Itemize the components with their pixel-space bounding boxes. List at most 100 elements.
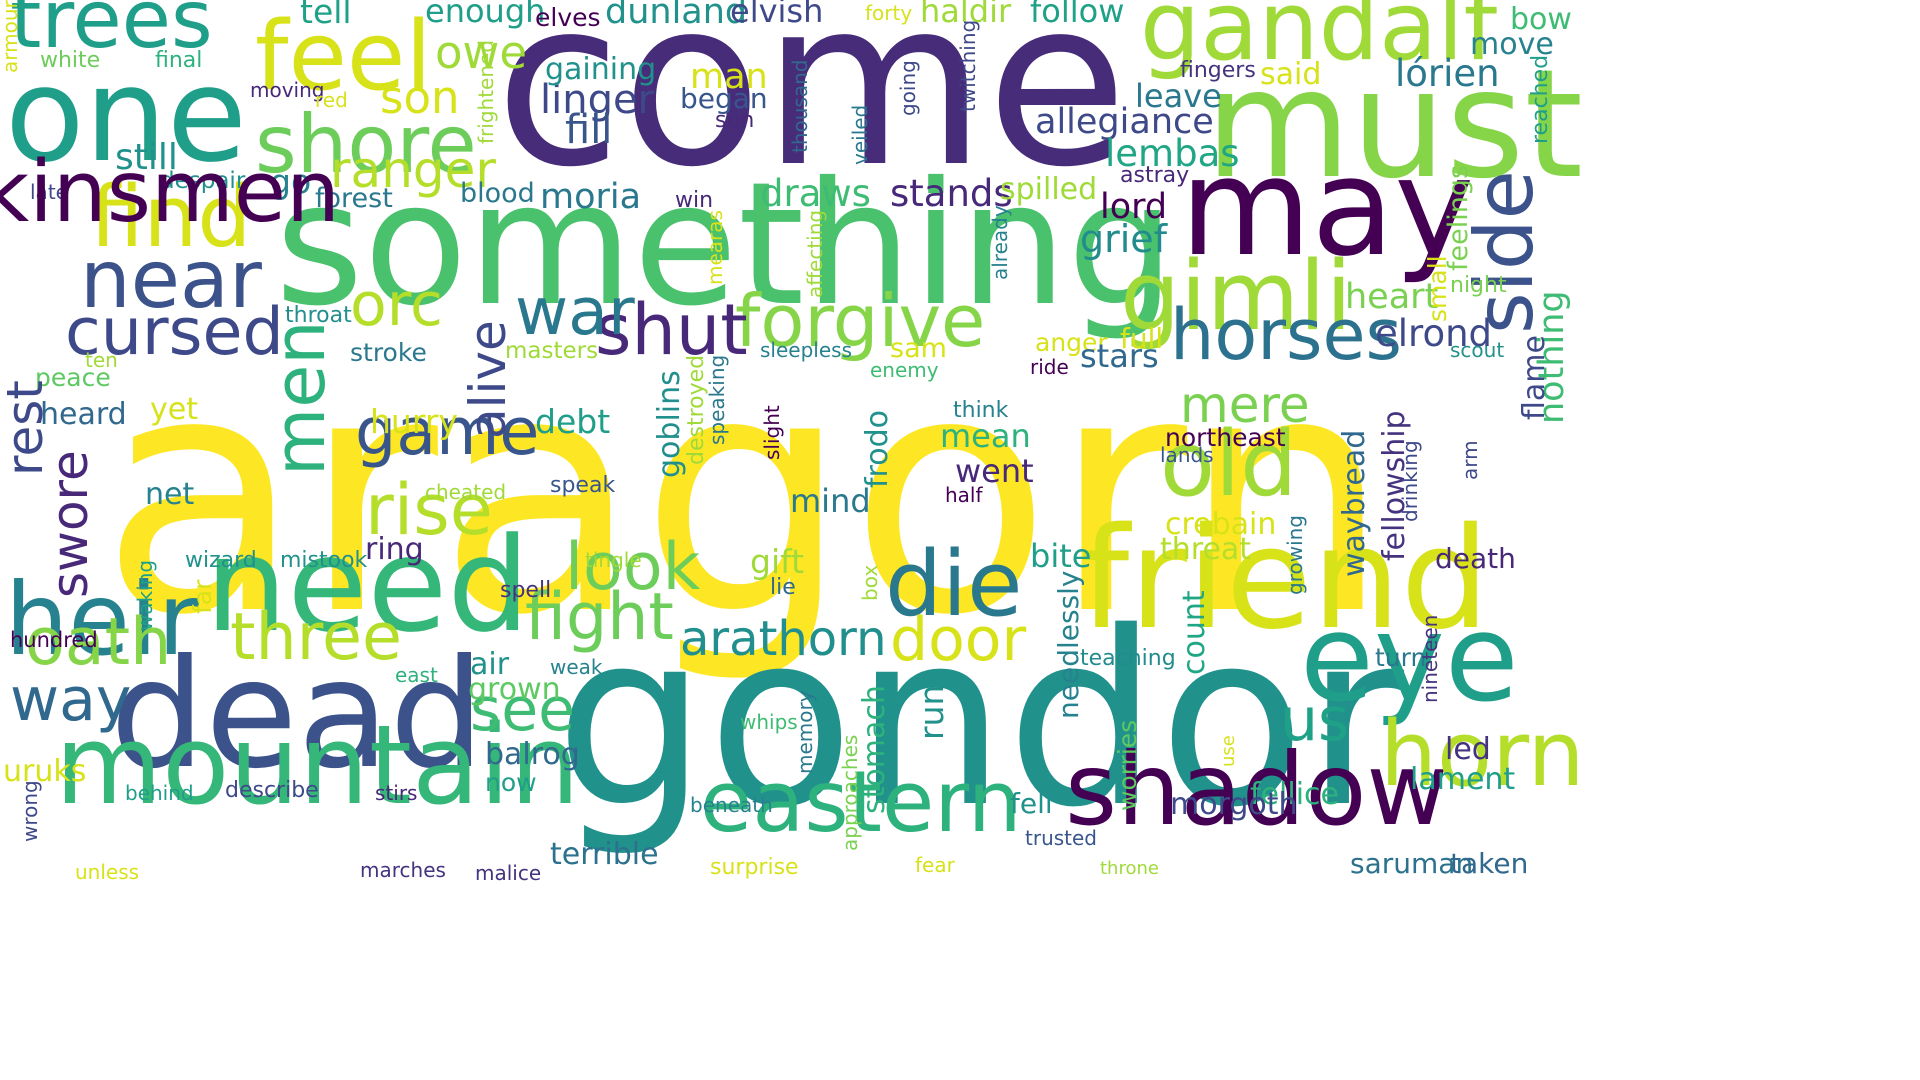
word-enough: enough <box>425 0 546 30</box>
word-ring: ring <box>365 532 424 567</box>
word-taken: taken <box>1450 847 1529 880</box>
word-use: use <box>1218 735 1239 767</box>
word-net: net <box>145 477 195 512</box>
word-linger: linger <box>540 77 655 123</box>
word-still: still <box>115 137 178 178</box>
word-waybread: waybread <box>1337 430 1372 578</box>
word-red: red <box>315 88 348 112</box>
word-shadow: shadow <box>1065 731 1449 848</box>
word-old: old <box>1160 412 1298 517</box>
word-draws: draws <box>760 172 871 215</box>
word-now: now <box>485 768 537 797</box>
word-crebain: crebain <box>1165 507 1277 542</box>
word-men: men <box>259 320 341 476</box>
word-grown: grown <box>468 672 561 707</box>
word-dead: dead <box>110 628 485 802</box>
word-enemy: enemy <box>870 358 939 382</box>
word-tell: tell <box>300 0 352 31</box>
word-fellice: fellice <box>1250 777 1339 812</box>
word-behind: behind <box>125 781 194 805</box>
word-speaking: speaking <box>705 355 729 446</box>
word-owe: owe <box>435 26 528 79</box>
word-northeast: northeast <box>1165 423 1286 452</box>
word-memory: memory <box>793 690 817 774</box>
word-anger: anger <box>1035 328 1108 357</box>
word-spell: spell <box>500 578 552 603</box>
word-die: die <box>885 532 1023 637</box>
word-fight: fight <box>525 580 674 655</box>
word-threat: threat <box>1160 532 1252 567</box>
word-haldir: haldir <box>920 0 1012 30</box>
word-heir: heir <box>5 561 199 678</box>
word-stomach: stomach <box>857 685 892 814</box>
word-uruks: uruks <box>3 754 87 789</box>
word-wrong: wrong <box>18 780 42 842</box>
word-flame: flame <box>1517 335 1552 420</box>
word-move: move <box>1470 27 1554 62</box>
word-lament: lament <box>1410 762 1516 797</box>
word-fingers: fingers <box>1180 58 1256 83</box>
word-weak: weak <box>550 655 603 679</box>
word-saruman: saruman <box>1350 847 1474 880</box>
word-gimli: gimli <box>1120 242 1353 352</box>
word-gandalf: gandalf <box>1140 0 1498 82</box>
word-despair: despair <box>160 168 246 194</box>
word-stirs: stirs <box>375 781 418 805</box>
word-lórien: lórien <box>1395 52 1500 95</box>
word-unless: unless <box>75 860 140 884</box>
word-horn: horn <box>1380 702 1585 807</box>
word-three: three <box>230 600 402 675</box>
word-stars: stars <box>1080 337 1159 375</box>
word-think: think <box>953 398 1009 423</box>
word-approaches: approaches <box>838 735 862 852</box>
word-rise: rise <box>365 469 493 551</box>
word-twitching: twitching <box>956 20 980 113</box>
word-heard: heard <box>40 397 127 432</box>
word-gift: gift <box>750 542 805 581</box>
word-horses: horses <box>1170 294 1402 376</box>
word-moving: moving <box>250 78 325 102</box>
word-sam: sam <box>890 333 947 364</box>
word-cheated: cheated <box>425 480 507 504</box>
word-win: win <box>675 188 714 213</box>
word-way: way <box>10 665 132 735</box>
word-trees: trees <box>10 0 213 66</box>
word-fell: fell <box>1010 787 1053 820</box>
word-forgive: forgive <box>735 279 986 363</box>
word-mere: mere <box>1180 376 1310 434</box>
word-aragorn: aragorn <box>100 303 1391 687</box>
word-already: already <box>988 205 1012 280</box>
word-final: final <box>155 48 203 73</box>
word-sleepless: sleepless <box>760 338 852 362</box>
word-alive: alive <box>459 320 517 439</box>
word-need: need <box>205 509 530 661</box>
word-east: east <box>395 663 438 687</box>
word-said: said <box>1260 57 1322 92</box>
word-armour: armour <box>0 0 22 73</box>
word-stands: stands <box>890 172 1013 215</box>
word-something: something <box>275 146 1176 344</box>
word-shut: shut <box>595 289 748 371</box>
word-terrible: terrible <box>550 837 659 872</box>
word-malice: malice <box>475 861 542 885</box>
word-fear: fear <box>915 853 955 877</box>
word-mind: mind <box>790 482 871 520</box>
word-stroke: stroke <box>350 338 427 367</box>
word-nineteen: nineteen <box>1418 615 1442 704</box>
word-look: look <box>565 530 701 605</box>
word-fill: fill <box>565 107 613 153</box>
word-air: air <box>470 647 510 682</box>
word-astray: astray <box>1120 163 1190 188</box>
word-speak: speak <box>550 473 616 498</box>
word-near: near <box>80 233 262 326</box>
word-balrog: balrog <box>485 737 580 772</box>
word-throat: throat <box>285 303 352 328</box>
word-waking: waking <box>133 560 157 632</box>
word-war: war <box>515 275 635 350</box>
word-bite: bite <box>1030 537 1092 575</box>
word-began: began <box>680 82 768 115</box>
word-gondor: gondor <box>555 580 1405 860</box>
word-follow: follow <box>1030 0 1125 30</box>
word-growing: growing <box>1283 515 1307 595</box>
